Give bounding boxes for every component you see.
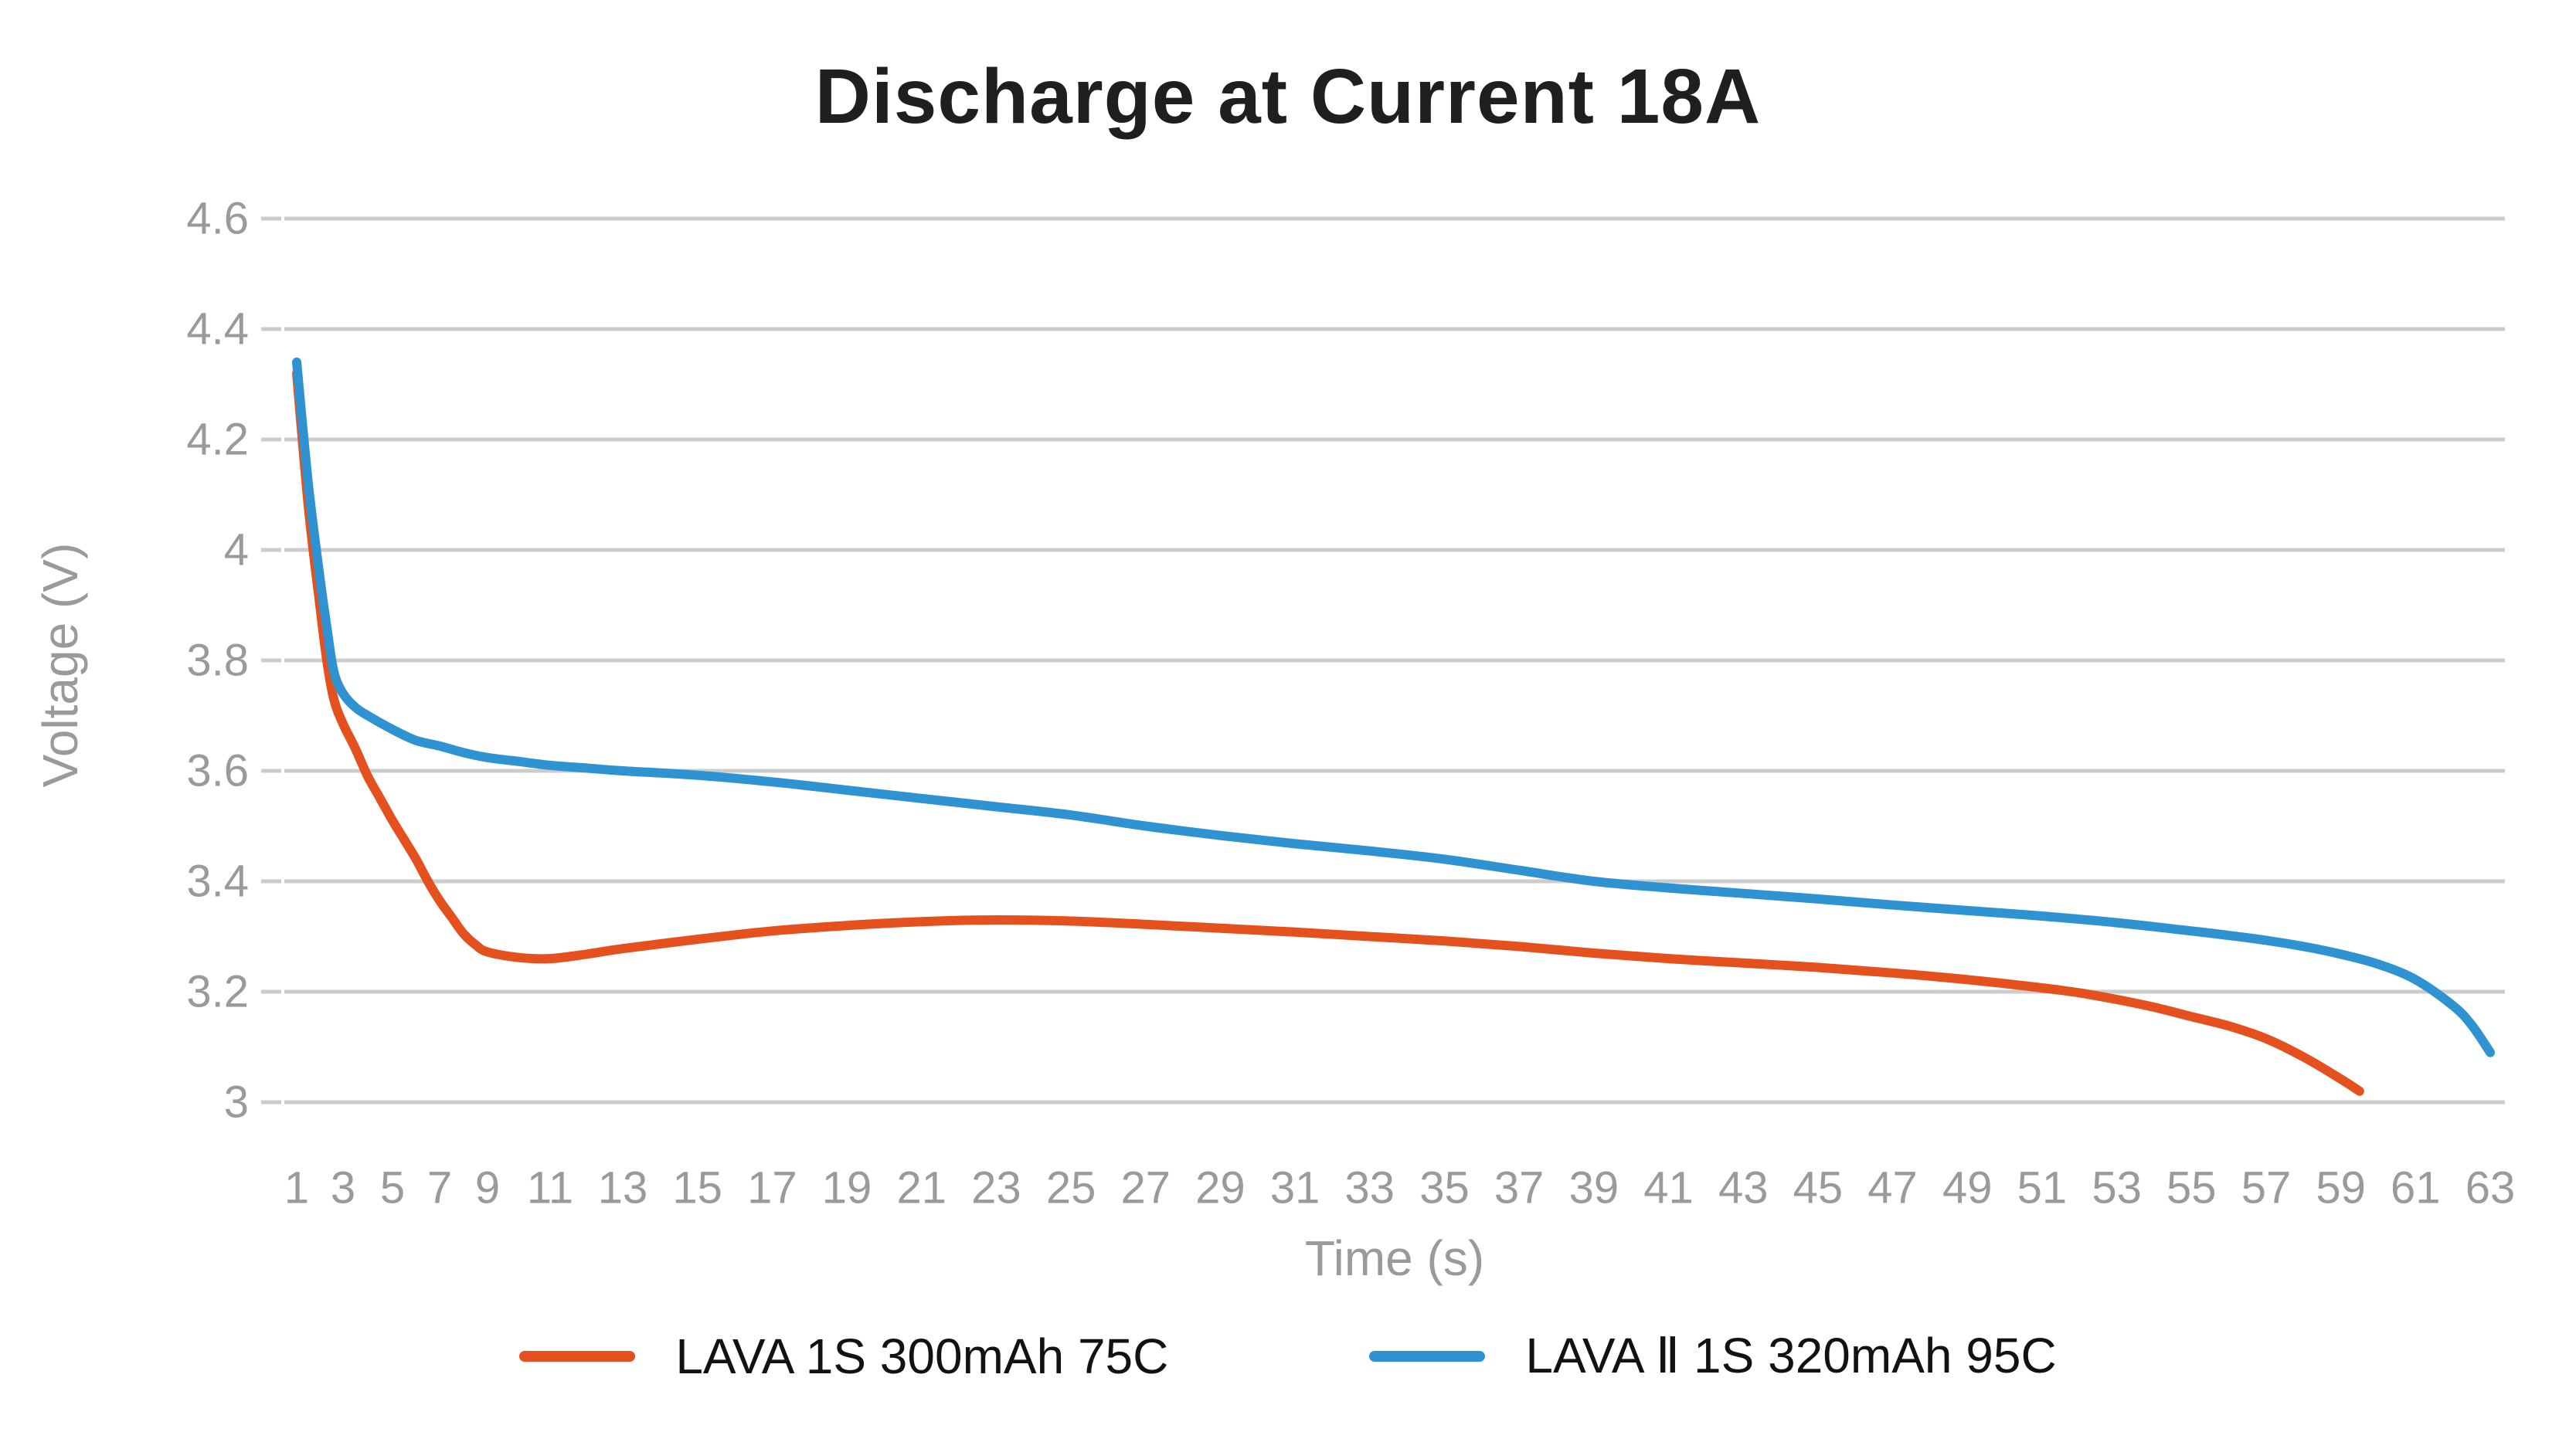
x-tick-label: 29 <box>1195 1163 1246 1213</box>
x-tick-label: 11 <box>527 1163 573 1213</box>
x-tick-label: 45 <box>1793 1163 1844 1213</box>
x-tick-label: 47 <box>1867 1163 1918 1213</box>
x-tick-label: 51 <box>2017 1163 2068 1213</box>
x-tick-label: 13 <box>598 1163 648 1213</box>
x-tick-label: 15 <box>672 1163 722 1213</box>
legend-swatch-blue-icon <box>1369 1350 1486 1362</box>
y-tick-label: 4.6 <box>186 194 249 244</box>
x-tick-label: 23 <box>971 1163 1021 1213</box>
x-tick-label: 27 <box>1121 1163 1171 1213</box>
x-tick-label: 43 <box>1718 1163 1769 1213</box>
legend-swatch-orange-icon <box>519 1350 636 1362</box>
series-line-lava-1s-300mah-75c <box>292 368 2364 1096</box>
y-axis-title: Voltage (V) <box>32 542 88 788</box>
x-tick-label: 39 <box>1569 1163 1619 1213</box>
legend-label-lava-2: LAVA Ⅱ 1S 320mAh 95C <box>1525 1328 2057 1383</box>
chart-title: Discharge at Current 18A <box>814 53 1762 140</box>
x-tick-label: 61 <box>2391 1163 2441 1213</box>
legend-item-lava-1s[interactable]: LAVA 1S 300mAh 75C <box>519 1328 1168 1385</box>
x-tick-label: 37 <box>1494 1163 1545 1213</box>
x-tick-label: 3 <box>331 1163 355 1213</box>
legend-label-lava-1s: LAVA 1S 300mAh 75C <box>675 1328 1169 1384</box>
series-line-lava-ii-1s-320mah-95c <box>292 357 2495 1057</box>
x-tick-label: 21 <box>896 1163 946 1213</box>
x-tick-label: 53 <box>2092 1163 2142 1213</box>
x-tick-label: 17 <box>747 1163 797 1213</box>
x-tick-label: 41 <box>1643 1163 1694 1213</box>
x-axis-title: Time (s) <box>1304 1230 1485 1286</box>
x-tick-label: 35 <box>1419 1163 1470 1213</box>
y-tick-label: 4.4 <box>186 304 249 355</box>
x-tick-label: 1 <box>284 1163 309 1213</box>
y-tick-label: 3 <box>224 1077 249 1128</box>
y-tick-label: 4 <box>224 525 249 575</box>
x-tick-label: 25 <box>1046 1163 1096 1213</box>
y-tick-label: 3.8 <box>186 636 249 686</box>
x-tick-label: 7 <box>427 1163 452 1213</box>
x-tick-label: 63 <box>2466 1163 2516 1213</box>
x-tick-label: 33 <box>1345 1163 1395 1213</box>
y-tick-label: 3.4 <box>186 857 249 907</box>
y-tick-label: 4.2 <box>186 415 249 465</box>
x-tick-label: 5 <box>380 1163 405 1213</box>
x-tick-label: 31 <box>1270 1163 1320 1213</box>
x-tick-label: 55 <box>2166 1163 2217 1213</box>
x-tick-label: 59 <box>2316 1163 2366 1213</box>
x-tick-label: 19 <box>822 1163 872 1213</box>
x-tick-label: 57 <box>2241 1163 2292 1213</box>
y-tick-label: 3.2 <box>186 967 249 1017</box>
legend-item-lava-2[interactable]: LAVA Ⅱ 1S 320mAh 95C <box>1369 1327 2057 1385</box>
y-tick-label: 3.6 <box>186 746 249 796</box>
x-tick-label: 49 <box>1942 1163 1993 1213</box>
legend: LAVA 1S 300mAh 75C LAVA Ⅱ 1S 320mAh 95C <box>0 1327 2576 1385</box>
x-tick-label: 9 <box>475 1163 500 1213</box>
